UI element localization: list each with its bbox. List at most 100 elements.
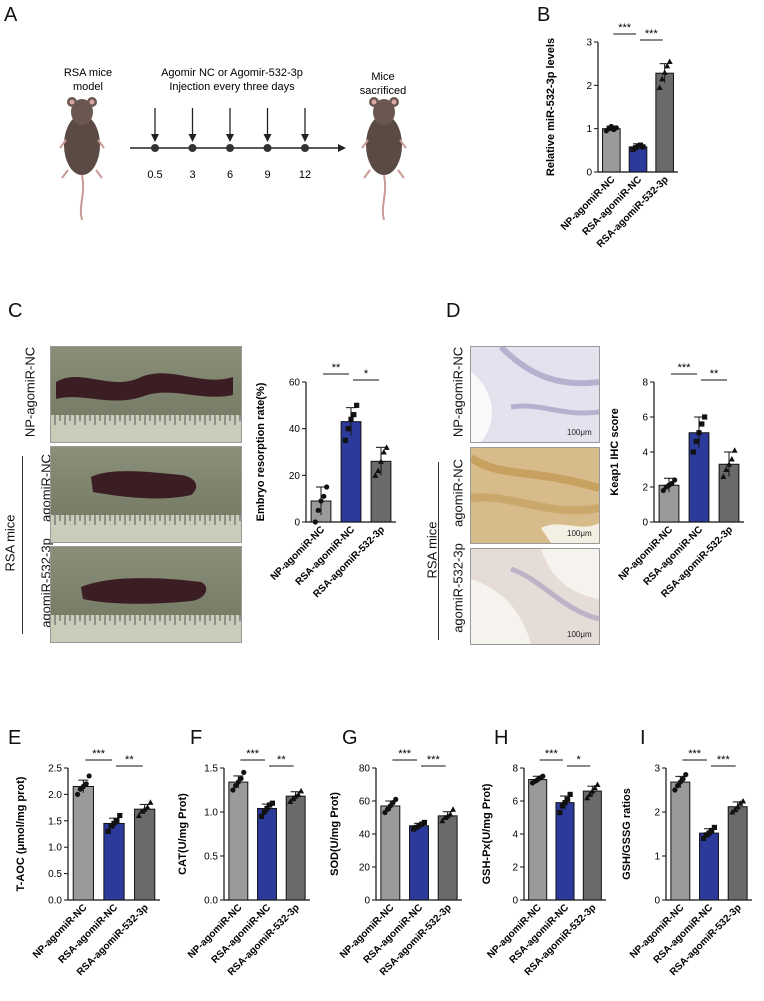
y-tick-label: 1.5 (204, 764, 218, 775)
y-tick-label: 4 (642, 448, 648, 459)
data-point (690, 449, 696, 455)
data-point (723, 466, 730, 472)
embryo-photo-rsa-nc (50, 446, 242, 543)
panel-label-a: A (4, 4, 18, 26)
significance-label: *** (717, 754, 731, 766)
data-point (584, 794, 591, 801)
data-point (726, 461, 732, 467)
bar-1 (699, 832, 719, 901)
data-point (559, 803, 566, 809)
y-tick-label: 2.5 (48, 764, 62, 775)
data-point (672, 477, 678, 483)
data-point (111, 820, 117, 827)
bar-0 (380, 805, 401, 901)
y-tick-label: 6 (512, 797, 518, 808)
photo-d-row23-wrap: agomiR-NC agomiR-532-3p (448, 448, 468, 638)
y-tick-label: 2 (586, 81, 592, 92)
data-point (696, 430, 702, 436)
embryo-photo-np (50, 346, 242, 443)
y-tick-label: 40 (359, 830, 371, 841)
photo-d-group-bracket (438, 462, 439, 640)
data-point (235, 779, 241, 785)
y-tick-label: 0 (586, 168, 592, 179)
scale-bar-d1: 100μm (567, 428, 592, 437)
data-point (86, 773, 92, 779)
bar-1 (103, 822, 125, 901)
data-point (700, 835, 707, 841)
timeline-right-label-1: Mice (371, 71, 394, 83)
bar-0 (602, 128, 621, 173)
data-point (238, 775, 244, 782)
bar-0 (670, 781, 691, 901)
y-tick-label: 3 (586, 38, 592, 49)
bar-0 (72, 785, 94, 901)
data-point (659, 75, 666, 82)
data-point (269, 800, 276, 806)
y-tick-label: 8 (642, 378, 648, 389)
y-tick-label: 1.0 (48, 843, 62, 854)
y-axis-label: T-AOC (μmol/mg prot) (15, 776, 27, 891)
data-point (594, 781, 601, 787)
timeline-dot-2 (226, 144, 234, 152)
timeline-arrowhead-3 (263, 134, 272, 142)
data-point (586, 791, 593, 797)
timeline-dot-1 (188, 144, 197, 152)
y-tick-label: 0.0 (204, 896, 218, 907)
y-axis-label: GSH-Px(U/mg Prot) (481, 783, 493, 884)
photo-c-group-bracket (22, 456, 23, 634)
y-axis-label: Keap1 IHC score (609, 408, 621, 495)
y-axis-label: CAT(U/mg Prot) (177, 793, 189, 875)
y-tick-label: 2 (642, 483, 648, 494)
data-point (731, 806, 738, 813)
x-category-label-0: NP-agomiR-NC (269, 524, 327, 582)
data-point (656, 84, 663, 90)
y-tick-label: 1.0 (204, 808, 218, 819)
y-tick-label: 2.0 (48, 790, 62, 801)
data-point (439, 817, 446, 824)
data-point (318, 498, 324, 504)
data-point (410, 826, 417, 832)
data-point (421, 819, 428, 826)
data-point (557, 809, 563, 816)
bar-1 (257, 807, 277, 901)
significance-label: *** (246, 748, 260, 760)
data-point (709, 827, 715, 834)
photo-d-row1-wrap: NP-agomiR-NC (448, 345, 468, 440)
bar-2 (134, 808, 156, 901)
data-point (74, 791, 81, 797)
timeline-day-label-0: 0.5 (147, 169, 162, 181)
data-point (241, 769, 247, 775)
timeline-day-label-2: 6 (227, 169, 233, 181)
y-tick-label: 80 (359, 764, 371, 775)
data-point (295, 791, 302, 797)
y-axis-label: Embryo resorption rate(%) (255, 382, 267, 521)
data-point (230, 787, 236, 793)
mouse-right-icon (361, 97, 407, 221)
data-point (734, 803, 741, 810)
data-point (720, 473, 727, 479)
data-point (315, 507, 321, 513)
data-point (342, 437, 348, 443)
timeline-arrowhead-1 (188, 134, 197, 142)
y-tick-label: 60 (359, 797, 371, 808)
y-tick-label: 1 (654, 852, 660, 863)
x-category-label-0: NP-agomiR-NC (31, 902, 89, 960)
data-point (135, 812, 142, 819)
data-point (661, 69, 668, 75)
timeline-arrowhead-2 (226, 134, 234, 142)
data-point (669, 480, 675, 487)
timeline-day-label-3: 9 (264, 169, 270, 181)
timeline-center-label-1: Agomir NC or Agomir-532-3p (161, 67, 303, 79)
significance-label: ** (125, 754, 134, 766)
panel-label-h: H (494, 727, 509, 749)
data-point (447, 811, 454, 817)
y-tick-label: 8 (512, 764, 518, 775)
data-point (680, 776, 686, 782)
y-tick-label: 60 (289, 378, 301, 389)
significance-label: *** (398, 748, 412, 760)
data-point (672, 787, 678, 793)
y-tick-label: 1.5 (48, 816, 62, 827)
data-point (711, 824, 718, 830)
data-point (441, 814, 448, 820)
data-point (83, 781, 89, 787)
